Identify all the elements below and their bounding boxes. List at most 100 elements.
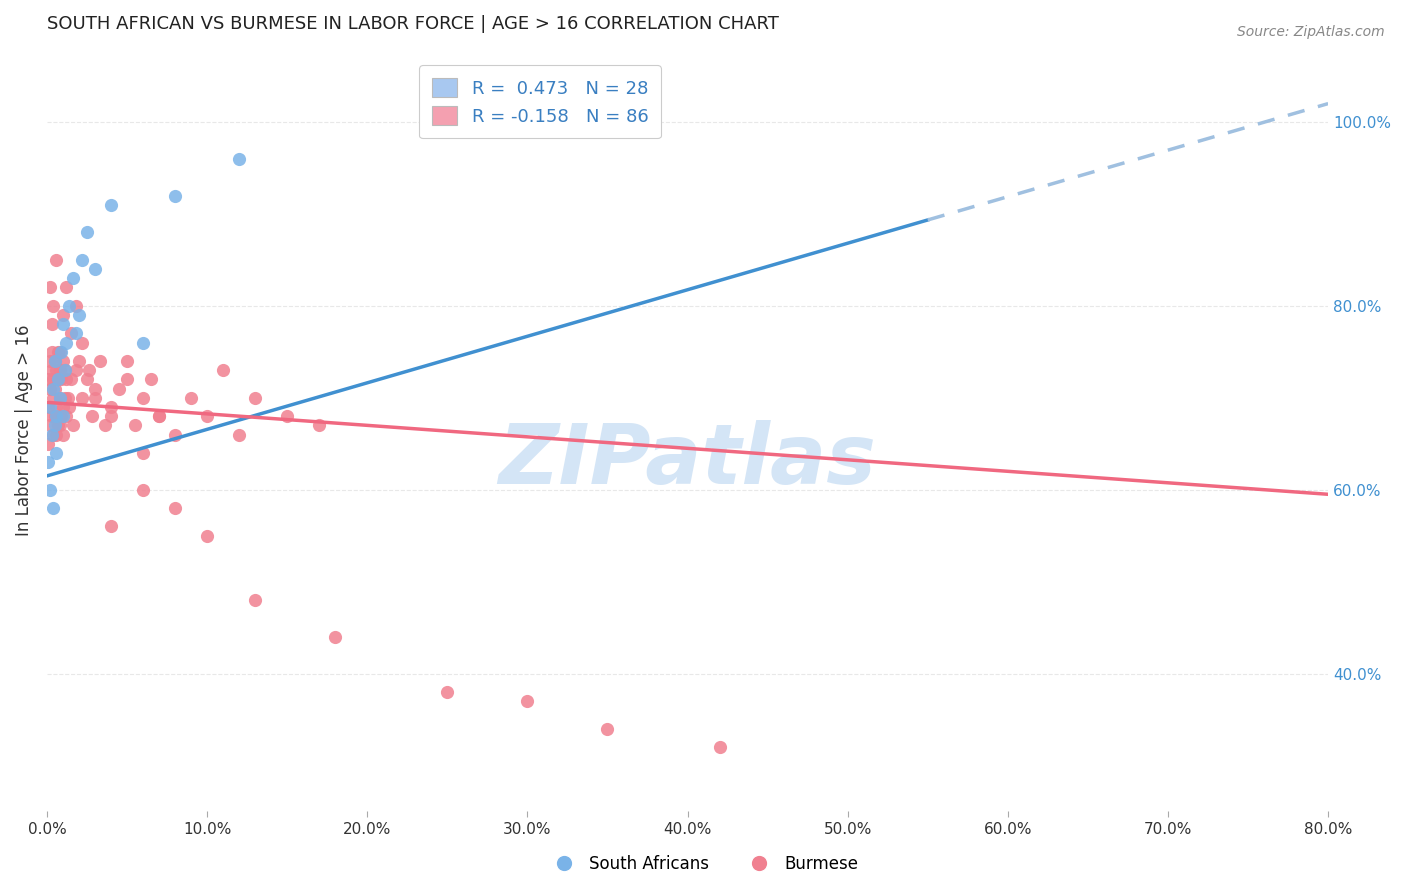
Point [41, 409, 63, 424]
Point [276, 409, 298, 424]
Point [93, 418, 115, 433]
Point [65, 299, 87, 313]
Point [115, 354, 138, 368]
Legend: South Africans, Burmese: South Africans, Burmese [541, 848, 865, 880]
Point [51, 372, 73, 386]
Point [323, 630, 346, 644]
Point [132, 446, 155, 460]
Point [115, 372, 138, 386]
Point [100, 198, 122, 212]
Point [228, 152, 250, 166]
Point [84, 391, 107, 405]
Point [55, 409, 77, 424]
Point [37, 400, 59, 414]
Point [100, 409, 122, 424]
Point [39, 400, 62, 414]
Point [39, 280, 62, 294]
Point [228, 427, 250, 442]
Point [55, 372, 77, 386]
Point [51, 344, 73, 359]
Point [212, 363, 235, 377]
Point [41, 317, 63, 331]
Text: Source: ZipAtlas.com: Source: ZipAtlas.com [1237, 25, 1385, 39]
Point [46, 372, 69, 386]
Point [70, 252, 93, 267]
Point [100, 400, 122, 414]
Point [59, 372, 82, 386]
Point [52, 427, 75, 442]
Point [70, 335, 93, 350]
Point [56, 391, 79, 405]
Point [148, 409, 170, 424]
Point [45, 409, 67, 424]
Point [76, 372, 98, 386]
Legend: R =  0.473   N = 28, R = -0.158   N = 86: R = 0.473 N = 28, R = -0.158 N = 86 [419, 65, 661, 138]
Point [62, 418, 84, 433]
Point [45, 446, 67, 460]
Point [163, 427, 186, 442]
Point [52, 409, 75, 424]
Point [48, 344, 70, 359]
Point [308, 418, 330, 433]
Point [124, 418, 146, 433]
Point [77, 363, 100, 377]
Text: ZIPatlas: ZIPatlas [499, 420, 876, 501]
Y-axis label: In Labor Force | Age > 16: In Labor Force | Age > 16 [15, 324, 32, 536]
Point [39, 483, 62, 497]
Point [67, 354, 90, 368]
Point [42, 382, 65, 396]
Point [100, 519, 122, 533]
Text: SOUTH AFRICAN VS BURMESE IN LABOR FORCE | AGE > 16 CORRELATION CHART: SOUTH AFRICAN VS BURMESE IN LABOR FORCE … [46, 15, 779, 33]
Point [42, 391, 65, 405]
Point [42, 427, 65, 442]
Point [46, 418, 69, 433]
Point [45, 252, 67, 267]
Point [45, 400, 67, 414]
Point [51, 409, 73, 424]
Point [44, 354, 66, 368]
Point [48, 391, 70, 405]
Point [148, 409, 170, 424]
Point [45, 427, 67, 442]
Point [58, 400, 80, 414]
Point [65, 363, 87, 377]
Point [39, 418, 62, 433]
Point [76, 225, 98, 239]
Point [44, 409, 66, 424]
Point [53, 363, 76, 377]
Point [41, 363, 63, 377]
Point [52, 317, 75, 331]
Point [37, 372, 59, 386]
Point [180, 391, 202, 405]
Point [163, 501, 186, 516]
Point [39, 382, 62, 396]
Point [195, 409, 218, 424]
Point [84, 382, 107, 396]
Point [41, 427, 63, 442]
Point [41, 344, 63, 359]
Point [163, 188, 186, 202]
Point [195, 529, 218, 543]
Point [58, 299, 80, 313]
Point [48, 418, 70, 433]
Point [70, 391, 93, 405]
Point [84, 262, 107, 277]
Point [53, 391, 76, 405]
Point [596, 722, 619, 736]
Point [52, 400, 75, 414]
Point [80, 409, 103, 424]
Point [108, 382, 131, 396]
Point [65, 326, 87, 341]
Point [44, 418, 66, 433]
Point [243, 593, 266, 607]
Point [46, 372, 69, 386]
Point [132, 483, 155, 497]
Point [59, 326, 82, 341]
Point [89, 354, 111, 368]
Point [132, 391, 155, 405]
Point [709, 740, 731, 755]
Point [52, 354, 75, 368]
Point [44, 382, 66, 396]
Point [42, 501, 65, 516]
Point [53, 363, 76, 377]
